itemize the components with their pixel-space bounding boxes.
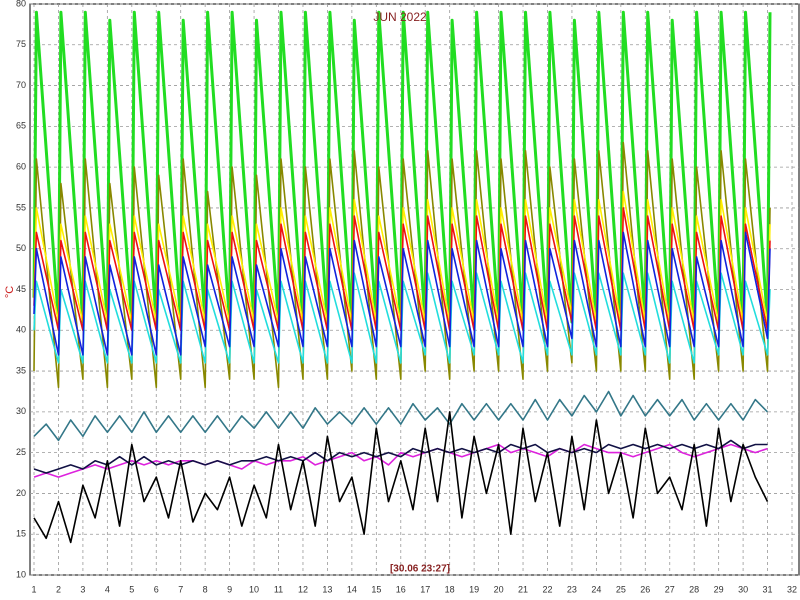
x-tick-label: 19 [469, 584, 479, 594]
x-tick-label: 14 [347, 584, 357, 594]
x-tick-label: 12 [298, 584, 308, 594]
x-tick-label: 28 [689, 584, 699, 594]
y-tick-label: 10 [16, 569, 26, 579]
x-tick-label: 11 [274, 584, 283, 594]
y-tick-label: 80 [16, 0, 26, 8]
x-tick-label: 1 [31, 584, 36, 594]
x-tick-label: 8 [203, 584, 208, 594]
series-line [32, 10, 772, 324]
y-tick-label: 15 [16, 529, 26, 539]
x-tick-label: 24 [591, 584, 601, 594]
y-tick-label: 55 [16, 202, 26, 212]
x-tick-label: 9 [227, 584, 232, 594]
y-tick-label: 45 [16, 284, 26, 294]
y-tick-label: 25 [16, 447, 26, 457]
x-tick-label: 29 [714, 584, 724, 594]
x-tick-label: 15 [371, 584, 381, 594]
x-tick-label: 7 [178, 584, 183, 594]
x-tick-label: 23 [567, 584, 577, 594]
x-tick-label: 27 [665, 584, 675, 594]
y-axis-label: °C [4, 286, 16, 298]
x-tick-label: 26 [640, 584, 650, 594]
x-tick-label: 6 [154, 584, 159, 594]
x-tick-label: 10 [249, 584, 259, 594]
y-tick-label: 40 [16, 325, 26, 335]
x-tick-label: 21 [518, 584, 528, 594]
y-tick-label: 70 [16, 80, 26, 90]
x-tick-label: 4 [105, 584, 110, 594]
x-tick-label: 3 [80, 584, 85, 594]
series-line [33, 439, 768, 474]
x-tick-label: 2 [56, 584, 61, 594]
x-tick-label: 5 [129, 584, 134, 594]
x-tick-label: 17 [420, 584, 430, 594]
x-tick-label: 25 [616, 584, 626, 594]
timestamp-annotation: [30.06 23:27] [390, 564, 450, 575]
chart-title: JUN 2022 [373, 10, 427, 24]
series-line [33, 443, 768, 478]
lines [32, 10, 772, 544]
x-tick-label: 22 [542, 584, 552, 594]
series-line [33, 411, 769, 544]
y-tick-label: 35 [16, 365, 26, 375]
x-tick-label: 30 [738, 584, 748, 594]
x-tick-label: 18 [445, 584, 455, 594]
y-tick-label: 50 [16, 243, 26, 253]
x-tick-label: 16 [396, 584, 406, 594]
y-tick-label: 75 [16, 39, 26, 49]
series-line [33, 231, 771, 356]
x-tick-label: 20 [494, 584, 504, 594]
series-line [33, 390, 769, 442]
x-tick-label: 31 [763, 584, 773, 594]
y-tick-label: 20 [16, 488, 26, 498]
y-tick-label: 65 [16, 121, 26, 131]
y-tick-label: 60 [16, 162, 26, 172]
x-tick-label: 32 [787, 584, 797, 594]
y-tick-label: 30 [16, 406, 26, 416]
x-tick-label: 13 [322, 584, 332, 594]
